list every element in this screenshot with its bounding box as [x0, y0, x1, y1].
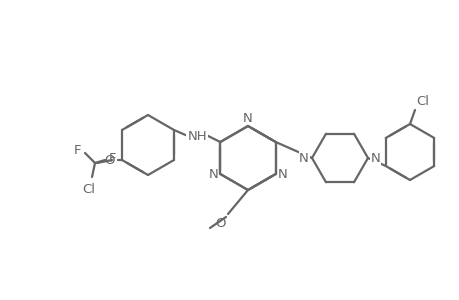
Text: N: N: [243, 112, 252, 125]
Text: O: O: [104, 154, 115, 166]
Text: Cl: Cl: [415, 95, 428, 108]
Text: O: O: [215, 217, 225, 230]
Text: F: F: [109, 152, 116, 166]
Text: N: N: [299, 152, 308, 164]
Text: N: N: [277, 167, 287, 181]
Text: Cl: Cl: [82, 183, 95, 196]
Text: F: F: [73, 145, 81, 158]
Text: NH: NH: [187, 130, 207, 142]
Text: N: N: [370, 152, 380, 164]
Text: N: N: [208, 167, 218, 181]
